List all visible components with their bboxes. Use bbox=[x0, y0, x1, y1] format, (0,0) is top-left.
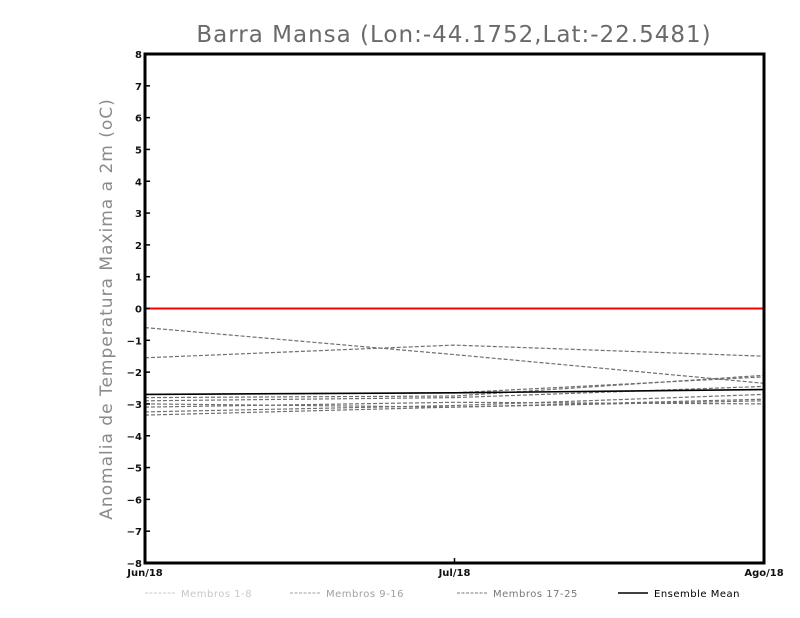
y-tick-label: 0 bbox=[135, 305, 142, 316]
legend-label: Membros 1-8 bbox=[181, 589, 252, 600]
y-tick-label: −7 bbox=[127, 527, 142, 538]
legend-label: Ensemble Mean bbox=[654, 589, 740, 600]
y-tick-label: 3 bbox=[135, 209, 142, 220]
legend-label: Membros 17-25 bbox=[493, 589, 578, 600]
y-tick-label: −6 bbox=[127, 495, 142, 506]
member-line-9 bbox=[144, 400, 765, 416]
member-line-2 bbox=[144, 344, 765, 359]
y-tick-label: −8 bbox=[127, 559, 142, 570]
member-line-7 bbox=[144, 401, 765, 408]
chart-title: Barra Mansa (Lon:-44.1752,Lat:-22.5481) bbox=[196, 22, 711, 48]
y-tick-label: −2 bbox=[127, 368, 142, 379]
member-line-3 bbox=[144, 376, 765, 395]
y-tick-label: 4 bbox=[135, 177, 142, 188]
y-tick-label: 6 bbox=[135, 114, 142, 125]
x-tick-label: Jun/18 bbox=[126, 568, 163, 579]
y-tick-label: 1 bbox=[135, 273, 142, 284]
member-line-4 bbox=[144, 374, 765, 399]
ensemble-mean-line bbox=[144, 388, 765, 396]
y-tick-label: 8 bbox=[135, 50, 142, 61]
y-tick-label: −5 bbox=[127, 464, 142, 475]
y-tick-label: 5 bbox=[135, 145, 142, 156]
y-tick-label: 7 bbox=[135, 82, 142, 93]
y-axis-label: Anomalia de Temperatura Maxima a 2m (oC) bbox=[97, 98, 117, 520]
series-lines bbox=[144, 327, 765, 416]
y-tick-label: −1 bbox=[127, 336, 142, 347]
x-tick-label: Ago/18 bbox=[744, 568, 783, 579]
y-tick-label: −4 bbox=[127, 432, 142, 443]
member-line-5 bbox=[144, 385, 765, 402]
y-tick-label: 2 bbox=[135, 241, 142, 252]
legend-label: Membros 9-16 bbox=[326, 589, 404, 600]
legend: Membros 1-8 Membros 9-16 Membros 17-25 Ense… bbox=[145, 589, 740, 600]
y-tick-label: −3 bbox=[127, 400, 142, 411]
member-line-8 bbox=[144, 393, 765, 413]
member-line-1 bbox=[144, 327, 765, 384]
x-tick-label: Jul/18 bbox=[438, 568, 471, 579]
